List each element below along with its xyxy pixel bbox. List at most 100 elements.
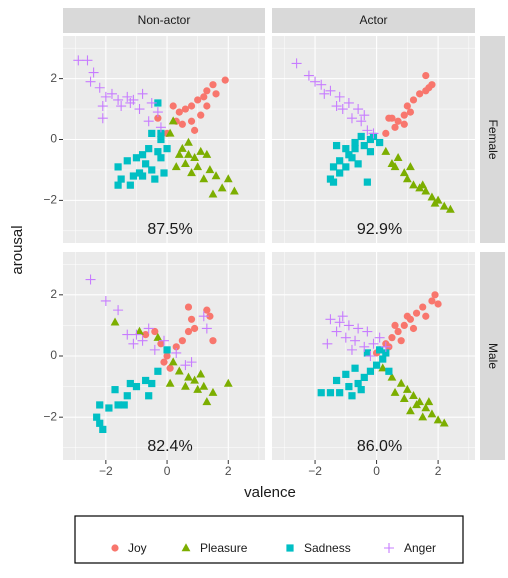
- point: [221, 76, 229, 84]
- point: [374, 332, 385, 343]
- point: [197, 111, 205, 119]
- point: [206, 312, 214, 320]
- point: [424, 397, 434, 406]
- point: [356, 116, 367, 127]
- panel-annotation: 86.0%: [357, 438, 402, 455]
- point: [439, 201, 449, 210]
- point: [382, 129, 390, 138]
- point: [416, 90, 424, 98]
- point: [184, 149, 193, 158]
- point: [396, 378, 406, 387]
- point: [342, 163, 350, 171]
- legend-key: [181, 543, 191, 552]
- column-strip: [272, 8, 475, 33]
- point: [363, 349, 371, 357]
- point: [381, 146, 391, 155]
- point: [393, 152, 403, 161]
- point: [163, 346, 171, 354]
- point: [310, 76, 321, 87]
- point: [331, 326, 342, 337]
- point: [122, 329, 133, 340]
- point: [332, 141, 341, 150]
- point: [143, 323, 154, 334]
- point: [366, 367, 375, 375]
- point: [357, 386, 365, 394]
- point: [194, 96, 202, 104]
- point: [359, 110, 370, 121]
- point: [178, 120, 186, 128]
- point: [113, 305, 124, 316]
- point: [137, 88, 148, 99]
- point: [376, 346, 384, 354]
- legend-label: Anger: [404, 541, 436, 555]
- point: [403, 102, 411, 110]
- point: [390, 387, 400, 396]
- point: [160, 169, 168, 177]
- point: [157, 154, 165, 162]
- point: [134, 104, 145, 115]
- point: [322, 338, 333, 349]
- point: [397, 337, 405, 345]
- point: [122, 91, 133, 102]
- point: [93, 413, 101, 421]
- point: [403, 312, 411, 320]
- point: [348, 392, 356, 400]
- point: [193, 162, 203, 171]
- point: [316, 79, 327, 90]
- point: [203, 102, 211, 110]
- point: [208, 387, 218, 396]
- point: [163, 145, 171, 153]
- point: [114, 181, 122, 189]
- point: [360, 373, 368, 382]
- point: [100, 91, 111, 102]
- point: [346, 344, 357, 355]
- point: [336, 157, 344, 165]
- row-strip: [480, 252, 505, 460]
- point: [155, 122, 166, 133]
- point: [157, 340, 165, 348]
- point: [153, 332, 163, 341]
- point: [391, 321, 399, 330]
- point: [329, 163, 338, 171]
- panel-annotation: 92.9%: [357, 221, 402, 238]
- point: [412, 400, 421, 409]
- point: [418, 180, 428, 189]
- point: [165, 378, 175, 387]
- point: [190, 375, 200, 384]
- point: [334, 317, 345, 328]
- point: [168, 116, 178, 125]
- column-strip: [63, 8, 265, 33]
- point: [325, 314, 336, 325]
- point: [187, 102, 196, 110]
- point: [205, 165, 215, 174]
- legend-key: [286, 544, 294, 552]
- panel-annotation: 87.5%: [147, 221, 192, 238]
- point: [126, 379, 134, 388]
- point: [117, 175, 125, 183]
- point: [359, 341, 370, 352]
- point: [353, 104, 364, 115]
- point: [362, 326, 373, 337]
- point: [422, 71, 430, 80]
- legend-key: [111, 544, 119, 552]
- point: [372, 361, 381, 369]
- point: [126, 181, 134, 189]
- point: [433, 415, 443, 424]
- point: [132, 154, 141, 162]
- point: [351, 364, 359, 372]
- point: [409, 180, 418, 189]
- point: [351, 138, 359, 147]
- point: [394, 117, 402, 125]
- point: [135, 326, 144, 335]
- point: [138, 151, 147, 159]
- point: [154, 367, 162, 375]
- point: [110, 317, 120, 326]
- point: [368, 338, 379, 349]
- point: [97, 101, 108, 112]
- point: [209, 337, 217, 345]
- legend-key: [384, 543, 394, 553]
- point: [400, 321, 408, 330]
- row-strip: [480, 36, 505, 243]
- point: [354, 379, 362, 388]
